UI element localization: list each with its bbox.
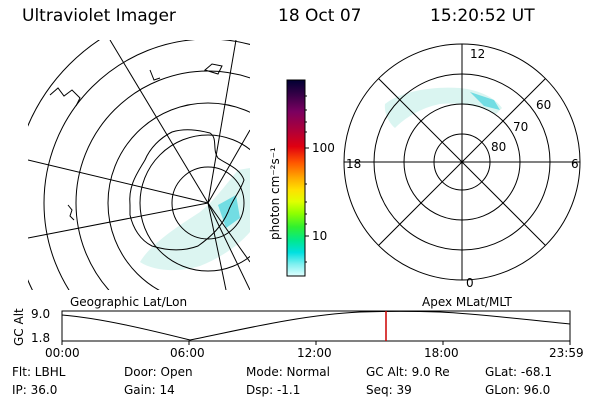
apex-mlt-6: 6	[571, 157, 579, 171]
info-mode: Mode: Normal	[246, 365, 330, 379]
apex-mlt-12: 12	[470, 47, 485, 61]
image-time: 15:20:52 UT	[430, 6, 535, 26]
info-ip: IP: 36.0	[12, 383, 58, 397]
altitude-ytick-low: 1.8	[31, 331, 50, 345]
colorbar-unit-label: photon cm⁻²s⁻¹	[268, 147, 282, 240]
altitude-x-ticks	[61, 341, 571, 345]
altitude-curve	[61, 310, 571, 341]
altitude-xtick-2359: 23:59	[549, 346, 584, 360]
image-title: Ultraviolet Imager	[22, 6, 176, 26]
altitude-xtick-1200: 12:00	[297, 346, 332, 360]
info-seq: Seq: 39	[366, 383, 412, 397]
apex-mlt-18: 18	[346, 157, 361, 171]
colorbar-tick-100: 100	[312, 141, 335, 155]
info-gain: Gain: 14	[124, 383, 175, 397]
info-filter: Flt: LBHL	[12, 365, 66, 379]
apex-panel-label: Apex MLat/MLT	[422, 295, 512, 309]
altitude-xtick-1800: 18:00	[424, 346, 459, 360]
info-gc-alt: GC Alt: 9.0 Re	[366, 365, 450, 379]
info-glon: GLon: 96.0	[485, 383, 551, 397]
geo-map	[28, 40, 250, 290]
altitude-xtick-0000: 00:00	[45, 346, 80, 360]
altitude-axis-label: GC Alt	[12, 308, 26, 346]
info-door: Door: Open	[124, 365, 193, 379]
altitude-ytick-high: 9.0	[31, 307, 50, 321]
apex-lat-60: 60	[536, 98, 551, 112]
apex-lat-70: 70	[513, 120, 528, 134]
info-dsp: Dsp: -1.1	[246, 383, 301, 397]
info-glat: GLat: -68.1	[485, 365, 552, 379]
geo-aurora-emission	[140, 168, 250, 271]
geo-coastlines	[49, 63, 245, 251]
altitude-xtick-0600: 06:00	[170, 346, 205, 360]
apex-mlt-0: 0	[466, 276, 474, 290]
apex-lat-80: 80	[491, 140, 506, 154]
altitude-plot-frame	[61, 310, 571, 342]
colorbar	[286, 79, 306, 277]
apex-mlt-lines	[344, 44, 580, 280]
apex-emission	[384, 87, 502, 128]
geo-meridians	[28, 40, 250, 290]
colorbar-tick-10: 10	[312, 229, 327, 243]
image-date: 18 Oct 07	[278, 6, 362, 26]
geo-panel-label: Geographic Lat/Lon	[70, 295, 187, 309]
colorbar-ticks	[305, 95, 309, 263]
